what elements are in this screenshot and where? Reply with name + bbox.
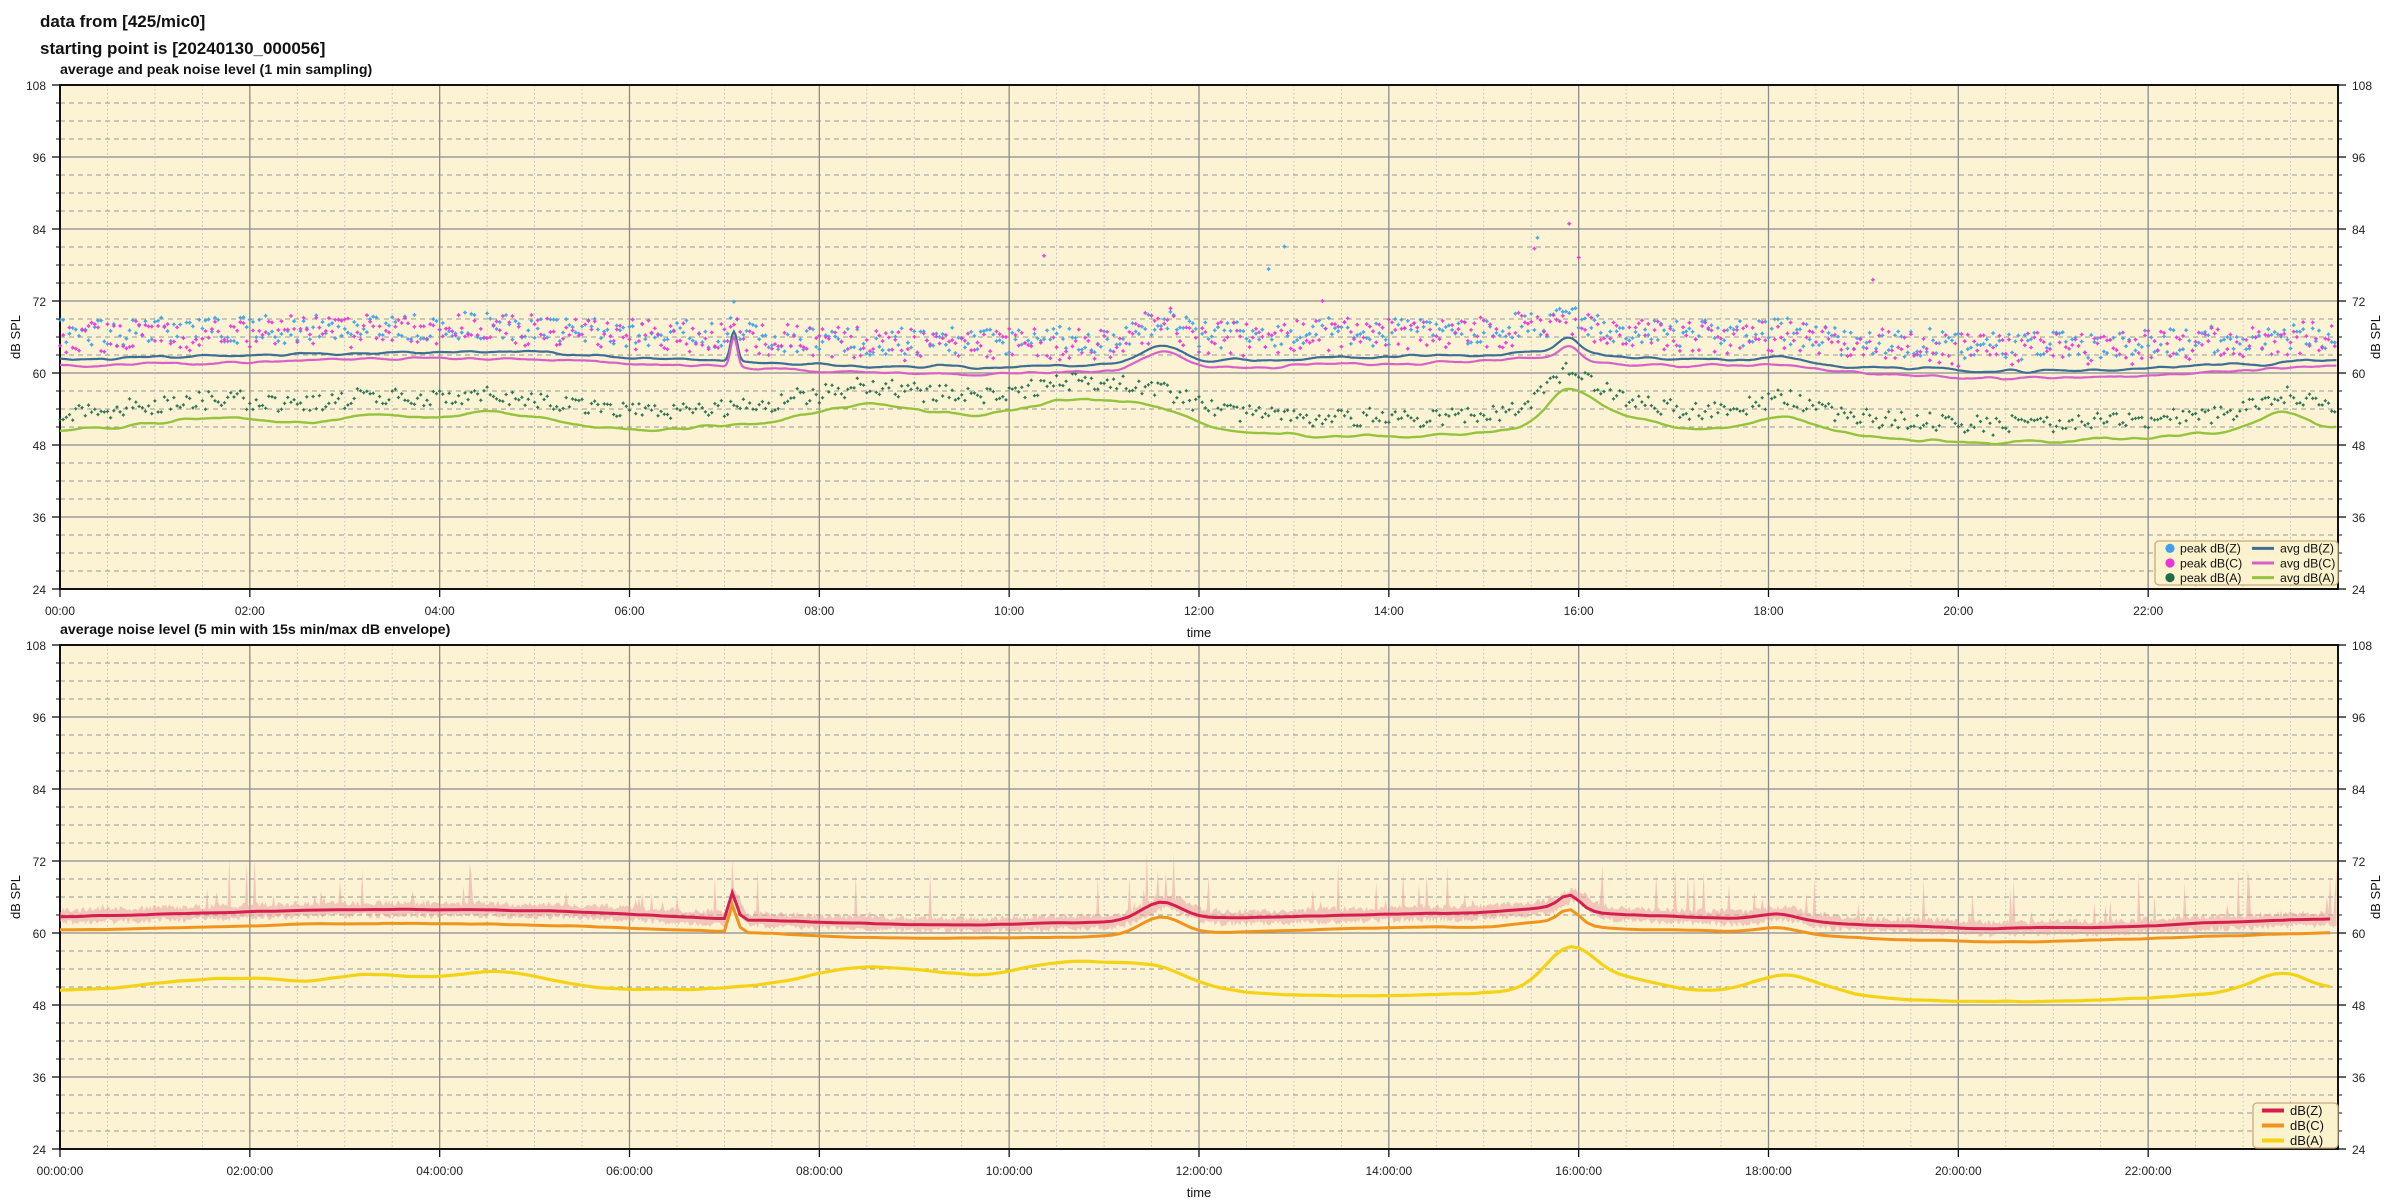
svg-text:00:00:00: 00:00:00: [37, 1164, 84, 1178]
svg-text:02:00:00: 02:00:00: [226, 1164, 273, 1178]
svg-text:10:00:00: 10:00:00: [986, 1164, 1033, 1178]
svg-text:84: 84: [33, 223, 47, 237]
svg-text:60: 60: [2352, 927, 2366, 941]
svg-text:dB SPL: dB SPL: [8, 315, 23, 359]
svg-text:dB(A): dB(A): [2290, 1133, 2323, 1148]
svg-text:avg dB(C): avg dB(C): [2280, 556, 2335, 570]
svg-text:108: 108: [26, 639, 46, 653]
svg-text:10:00: 10:00: [994, 604, 1024, 618]
svg-text:peak dB(A): peak dB(A): [2180, 571, 2242, 585]
svg-text:60: 60: [33, 367, 47, 381]
svg-text:peak dB(Z): peak dB(Z): [2180, 542, 2241, 556]
svg-text:16:00:00: 16:00:00: [1555, 1164, 1602, 1178]
svg-text:96: 96: [2352, 151, 2366, 165]
svg-text:12:00: 12:00: [1184, 604, 1214, 618]
svg-text:16:00: 16:00: [1564, 604, 1594, 618]
svg-text:96: 96: [33, 151, 47, 165]
svg-text:72: 72: [33, 855, 47, 869]
svg-text:time: time: [1187, 625, 1212, 640]
svg-text:24: 24: [33, 1143, 47, 1157]
svg-text:time: time: [1187, 1185, 1212, 1200]
svg-text:36: 36: [33, 511, 47, 525]
svg-text:72: 72: [33, 295, 47, 309]
svg-text:36: 36: [33, 1071, 47, 1085]
svg-text:dB SPL: dB SPL: [8, 875, 23, 919]
svg-text:84: 84: [2352, 783, 2366, 797]
svg-text:24: 24: [2352, 583, 2366, 597]
svg-text:60: 60: [33, 927, 47, 941]
svg-text:48: 48: [2352, 999, 2366, 1013]
svg-text:dB SPL: dB SPL: [2368, 875, 2383, 919]
svg-text:04:00: 04:00: [425, 604, 455, 618]
svg-text:22:00:00: 22:00:00: [2125, 1164, 2172, 1178]
svg-text:peak dB(C): peak dB(C): [2180, 556, 2242, 570]
svg-text:48: 48: [33, 999, 47, 1013]
svg-text:20:00: 20:00: [1943, 604, 1973, 618]
svg-text:48: 48: [33, 439, 47, 453]
svg-text:108: 108: [2352, 79, 2372, 93]
svg-text:24: 24: [2352, 1143, 2366, 1157]
svg-text:84: 84: [2352, 223, 2366, 237]
svg-text:06:00: 06:00: [614, 604, 644, 618]
svg-text:dB(Z): dB(Z): [2290, 1103, 2323, 1118]
svg-text:14:00: 14:00: [1374, 604, 1404, 618]
svg-text:avg dB(A): avg dB(A): [2280, 571, 2335, 585]
svg-text:dB SPL: dB SPL: [2368, 315, 2383, 359]
svg-text:84: 84: [33, 783, 47, 797]
svg-text:96: 96: [33, 711, 47, 725]
svg-text:02:00: 02:00: [235, 604, 265, 618]
svg-text:dB(C): dB(C): [2290, 1118, 2324, 1133]
svg-text:96: 96: [2352, 711, 2366, 725]
svg-text:20:00:00: 20:00:00: [1935, 1164, 1982, 1178]
svg-text:36: 36: [2352, 511, 2366, 525]
svg-text:72: 72: [2352, 295, 2366, 309]
svg-text:08:00: 08:00: [804, 604, 834, 618]
svg-text:60: 60: [2352, 367, 2366, 381]
svg-text:08:00:00: 08:00:00: [796, 1164, 843, 1178]
svg-text:24: 24: [33, 583, 47, 597]
svg-text:00:00: 00:00: [45, 604, 75, 618]
svg-text:108: 108: [2352, 639, 2372, 653]
svg-text:avg dB(Z): avg dB(Z): [2280, 542, 2334, 556]
svg-text:14:00:00: 14:00:00: [1365, 1164, 1412, 1178]
svg-text:72: 72: [2352, 855, 2366, 869]
svg-text:18:00: 18:00: [1753, 604, 1783, 618]
svg-text:18:00:00: 18:00:00: [1745, 1164, 1792, 1178]
svg-text:06:00:00: 06:00:00: [606, 1164, 653, 1178]
svg-text:36: 36: [2352, 1071, 2366, 1085]
svg-text:108: 108: [26, 79, 46, 93]
svg-text:22:00: 22:00: [2133, 604, 2163, 618]
svg-text:48: 48: [2352, 439, 2366, 453]
svg-text:04:00:00: 04:00:00: [416, 1164, 463, 1178]
svg-text:12:00:00: 12:00:00: [1176, 1164, 1223, 1178]
